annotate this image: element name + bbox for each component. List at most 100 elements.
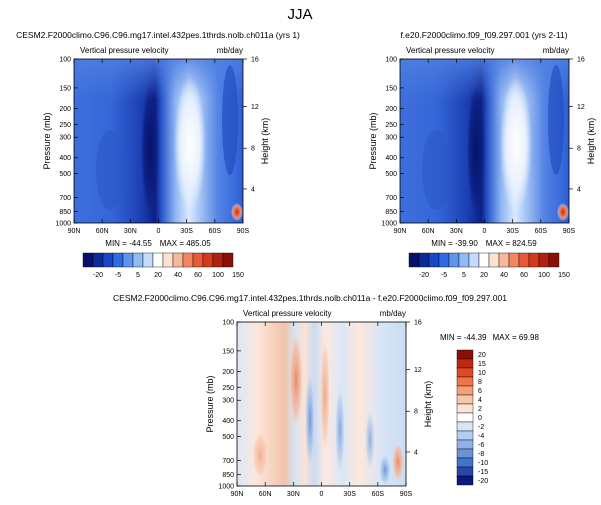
colorbar-swatch xyxy=(456,358,474,369)
colorbar-swatch xyxy=(102,252,114,268)
colorbar-swatch xyxy=(456,430,474,441)
x-tick-label: 30S xyxy=(506,228,519,235)
colorbar-swatch xyxy=(518,252,530,268)
y-tick-label: 700 xyxy=(385,195,397,202)
y-tick-label: 400 xyxy=(222,418,234,425)
colorbar-swatch xyxy=(456,403,474,414)
colorbar-label: -20 xyxy=(478,478,488,485)
colorbar-label: -5 xyxy=(115,272,121,279)
colorbar-label: 60 xyxy=(520,272,528,279)
units-label: mb/day xyxy=(543,46,569,55)
colorbar-swatch xyxy=(162,252,174,268)
colorbar-label: -20 xyxy=(419,272,429,279)
panel-title: f.e20.F2000climo.f09_f09.297.001 (yrs 2-… xyxy=(400,30,567,40)
y-tick-label: 850 xyxy=(385,209,397,216)
y2-axis-label: Height (km) xyxy=(260,118,270,165)
x-tick-label: 60N xyxy=(96,228,109,235)
x-tick-label: 30N xyxy=(450,228,463,235)
colorbar-swatch xyxy=(142,252,154,268)
y-tick-label: 300 xyxy=(59,135,71,142)
y-tick-label: 200 xyxy=(222,369,234,376)
x-tick-label: 60S xyxy=(372,491,385,498)
figure-title: JJA xyxy=(287,6,312,23)
x-tick-label: 0 xyxy=(320,491,324,498)
colorbar-label: 150 xyxy=(232,272,244,279)
colorbar-label: 60 xyxy=(194,272,202,279)
colorbar-label: 20 xyxy=(478,352,486,359)
colorbar-label: -2 xyxy=(478,424,484,431)
colorbar-swatch xyxy=(222,252,234,268)
field-plot xyxy=(74,59,243,223)
colorbar-swatch xyxy=(202,252,214,268)
y-tick-label: 100 xyxy=(222,320,234,327)
x-tick-label: 60N xyxy=(422,228,435,235)
colorbar-label: 4 xyxy=(478,397,482,404)
colorbar-label: 100 xyxy=(538,272,550,279)
colorbar-swatch xyxy=(408,252,420,268)
colorbar-swatch xyxy=(172,252,184,268)
colorbar-label: 20 xyxy=(480,272,488,279)
colorbar-swatch xyxy=(456,385,474,396)
x-tick-label: 90S xyxy=(237,228,250,235)
panel-title: CESM2.F2000climo.C96.C96.mg17.intel.432p… xyxy=(113,293,507,303)
y2-tick-label: 16 xyxy=(577,57,585,64)
colorbar-swatch xyxy=(548,252,560,268)
colorbar-swatch xyxy=(92,252,104,268)
y2-tick-label: 12 xyxy=(414,367,422,374)
colorbar-swatch xyxy=(456,439,474,450)
min-max-label: MIN = -44.55 MAX = 485.05 xyxy=(105,239,211,248)
x-tick-label: 90N xyxy=(68,228,81,235)
y-tick-label: 700 xyxy=(222,458,234,465)
colorbar-swatch xyxy=(538,252,550,268)
x-tick-label: 0 xyxy=(483,228,487,235)
colorbar-swatch xyxy=(122,252,134,268)
colorbar-label: 40 xyxy=(174,272,182,279)
panel-model-2: f.e20.F2000climo.f09_f09.297.001 (yrs 2-… xyxy=(368,30,596,279)
units-label: mb/day xyxy=(217,46,243,55)
field-plot xyxy=(237,322,406,486)
variable-label: Vertical pressure velocity xyxy=(80,46,168,55)
y2-tick-label: 12 xyxy=(251,104,259,111)
x-tick-label: 90S xyxy=(563,228,576,235)
y-tick-label: 150 xyxy=(222,348,234,355)
colorbar-label: -15 xyxy=(478,469,488,476)
y2-tick-label: 12 xyxy=(577,104,585,111)
y-tick-label: 150 xyxy=(385,85,397,92)
colorbar-swatch xyxy=(456,376,474,387)
y2-tick-label: 4 xyxy=(414,449,418,456)
colorbar-swatch xyxy=(508,252,520,268)
x-tick-label: 30S xyxy=(343,491,356,498)
colorbar-swatch xyxy=(456,394,474,405)
y2-tick-label: 4 xyxy=(251,186,255,193)
colorbar-swatch xyxy=(498,252,510,268)
y-tick-label: 500 xyxy=(59,171,71,178)
y-tick-label: 1000 xyxy=(381,221,397,228)
y-tick-label: 500 xyxy=(222,434,234,441)
colorbar-label: 0 xyxy=(478,415,482,422)
y-tick-label: 1000 xyxy=(55,221,71,228)
x-tick-label: 30N xyxy=(287,491,300,498)
y-tick-label: 200 xyxy=(59,106,71,113)
colorbar-label: -4 xyxy=(478,433,484,440)
colorbar-label: 100 xyxy=(212,272,224,279)
y-tick-label: 250 xyxy=(385,122,397,129)
y-tick-label: 150 xyxy=(59,85,71,92)
colorbar-swatch xyxy=(458,252,470,268)
colorbar-label: 5 xyxy=(462,272,466,279)
y-tick-label: 500 xyxy=(385,171,397,178)
colorbar-swatch xyxy=(132,252,144,268)
colorbar-label: 150 xyxy=(558,272,570,279)
colorbar-label: -10 xyxy=(478,460,488,467)
colorbar-swatch xyxy=(448,252,460,268)
variable-label: Vertical pressure velocity xyxy=(243,309,331,318)
x-tick-label: 0 xyxy=(157,228,161,235)
colorbar-swatch xyxy=(456,421,474,432)
y2-tick-label: 4 xyxy=(577,186,581,193)
colorbar-swatch xyxy=(192,252,204,268)
y2-tick-label: 16 xyxy=(251,57,259,64)
colorbar-swatch xyxy=(418,252,430,268)
x-tick-label: 60N xyxy=(259,491,272,498)
panel-difference: CESM2.F2000climo.C96.C96.mg17.intel.432p… xyxy=(113,293,539,498)
colorbar-label: -8 xyxy=(478,451,484,458)
min-max-label: MIN = -44.39 MAX = 69.98 xyxy=(440,333,539,342)
